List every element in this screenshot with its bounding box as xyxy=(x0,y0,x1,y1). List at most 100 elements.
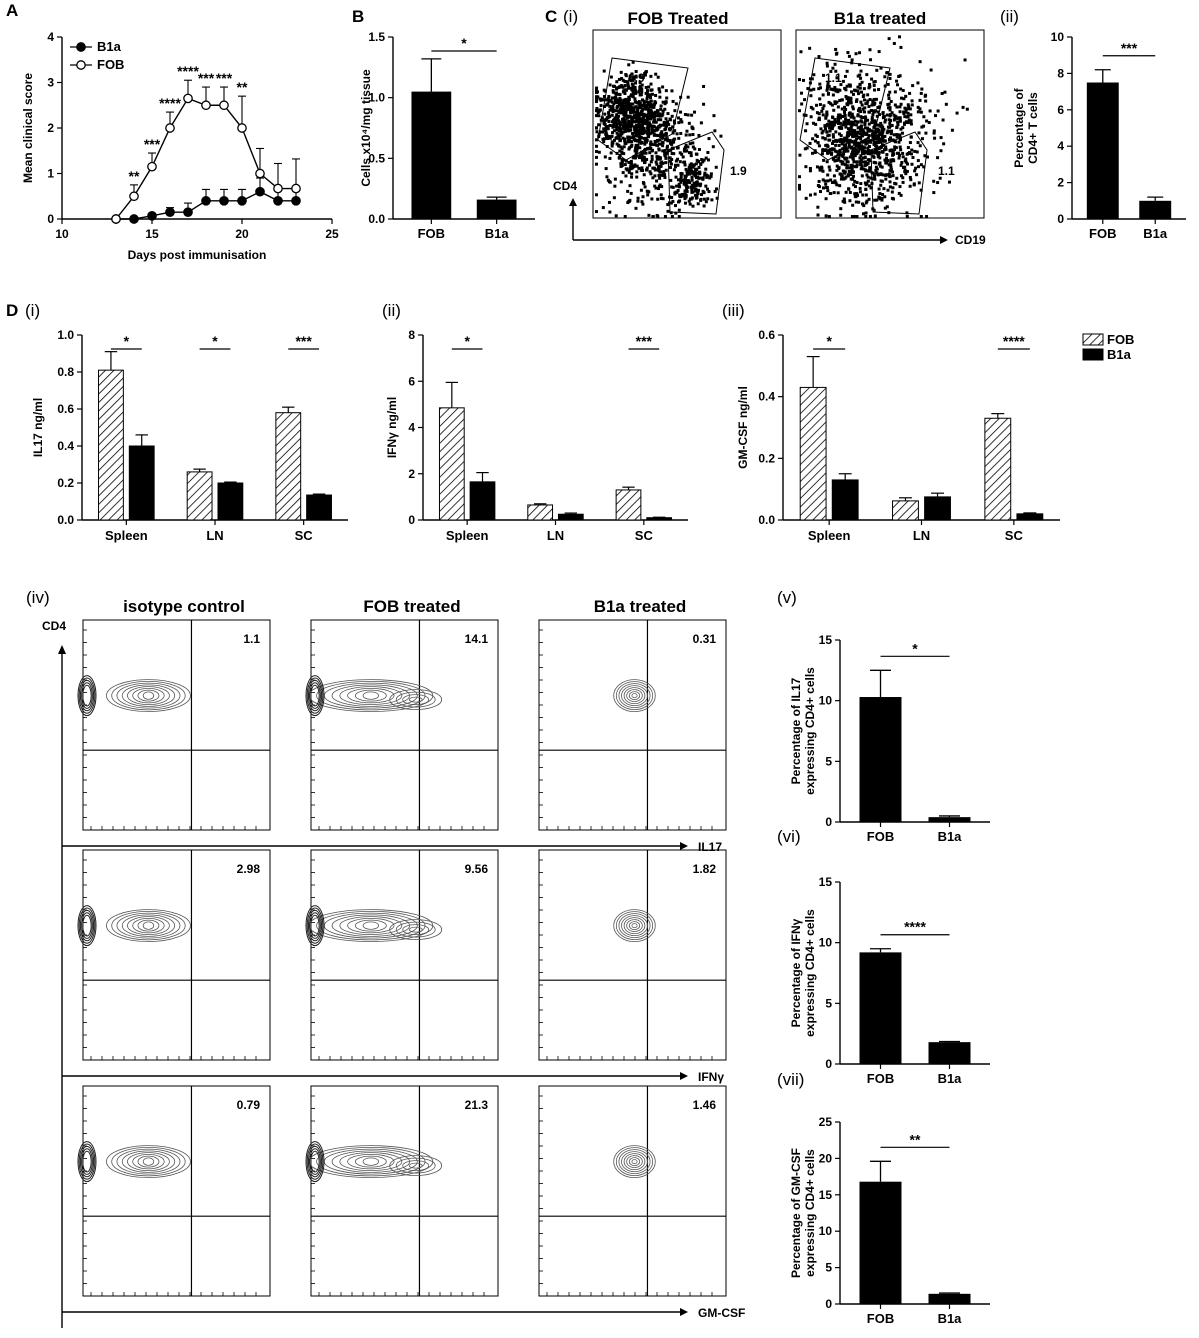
contour-line xyxy=(389,919,443,940)
quadrant-percent: 1.1 xyxy=(243,632,260,646)
event-dot xyxy=(640,90,644,94)
event-dot xyxy=(825,122,829,126)
event-dot xyxy=(706,150,710,154)
event-dot xyxy=(628,109,632,113)
gate-cd4-fob xyxy=(597,57,689,161)
event-dot xyxy=(831,135,835,139)
contour-line xyxy=(339,1152,403,1171)
event-dot xyxy=(619,84,623,88)
contour-plot-box xyxy=(82,619,271,831)
event-dot xyxy=(831,157,835,161)
edge-contour xyxy=(77,1141,97,1183)
event-dot xyxy=(657,173,661,177)
event-dot xyxy=(872,101,876,105)
event-dot xyxy=(655,157,659,161)
contour-line xyxy=(354,689,387,702)
contour-line xyxy=(116,912,181,939)
event-dot xyxy=(624,142,628,146)
event-dot xyxy=(856,74,860,78)
event-dot xyxy=(873,80,877,84)
event-dot xyxy=(684,195,688,199)
event-dot xyxy=(704,156,708,160)
y-tick-label: 1.0 xyxy=(57,328,74,342)
event-dot xyxy=(671,125,675,129)
event-dot xyxy=(857,200,861,204)
event-dot xyxy=(661,144,665,148)
edge-contour xyxy=(307,679,323,712)
event-dot xyxy=(923,94,927,98)
event-dot xyxy=(929,68,933,72)
event-dot xyxy=(645,121,649,125)
event-dot xyxy=(612,138,616,142)
event-dot xyxy=(664,132,668,136)
event-dot xyxy=(895,105,899,109)
event-dot xyxy=(639,135,643,139)
event-dot xyxy=(652,132,656,136)
event-dot xyxy=(702,158,706,162)
contour-line xyxy=(362,1157,379,1166)
contour-plot-box xyxy=(82,1085,271,1297)
event-dot xyxy=(609,99,613,103)
event-dot xyxy=(873,174,877,178)
event-dot xyxy=(674,102,678,106)
event-dot xyxy=(643,160,647,164)
event-dot xyxy=(927,121,931,125)
event-dot xyxy=(630,86,634,90)
data-point-b1a xyxy=(201,195,211,206)
event-dot xyxy=(631,102,635,106)
edge-contour xyxy=(310,914,320,937)
event-dot xyxy=(850,139,854,143)
bar-fob-ln xyxy=(892,500,919,521)
event-dot xyxy=(595,144,598,148)
event-dot xyxy=(846,140,850,144)
event-dot xyxy=(895,133,899,137)
event-dot xyxy=(815,103,819,107)
event-dot xyxy=(634,151,638,155)
event-dot xyxy=(916,81,920,85)
event-dot xyxy=(689,185,693,189)
event-dot xyxy=(897,191,901,195)
event-dot xyxy=(860,80,864,84)
event-dot xyxy=(624,73,628,77)
event-dot xyxy=(616,114,620,118)
significance-mark: **** xyxy=(177,63,199,79)
event-dot xyxy=(906,121,910,125)
event-dot xyxy=(677,136,681,140)
event-dot xyxy=(689,151,693,155)
event-dot xyxy=(898,145,902,149)
contour-line xyxy=(402,694,430,705)
y-tick-label: 0 xyxy=(1057,212,1064,226)
event-dot xyxy=(595,138,598,142)
event-dot xyxy=(609,75,613,79)
event-dot xyxy=(897,156,901,160)
event-dot xyxy=(812,87,816,91)
event-dot xyxy=(858,83,862,87)
event-dot xyxy=(922,165,926,169)
event-dot xyxy=(943,90,947,94)
event-dot xyxy=(600,116,604,120)
event-dot xyxy=(639,117,643,121)
event-dot xyxy=(613,177,617,181)
event-dot xyxy=(883,206,887,210)
event-dot xyxy=(657,157,661,161)
y-axis-label-line: CD4+ T cells xyxy=(1026,92,1040,164)
event-dot xyxy=(627,63,631,67)
event-dot xyxy=(628,115,632,119)
significance-mark: * xyxy=(826,333,832,349)
event-dot xyxy=(663,122,667,126)
event-dot xyxy=(908,141,912,145)
panel-label-c: C xyxy=(545,7,557,26)
event-dot xyxy=(615,122,619,126)
significance-mark: * xyxy=(912,640,918,656)
event-dot xyxy=(895,126,899,130)
event-dot xyxy=(908,184,912,188)
event-dot xyxy=(686,169,690,173)
event-dot xyxy=(834,47,838,51)
event-dot xyxy=(659,107,663,111)
event-dot xyxy=(891,150,895,154)
event-dot xyxy=(668,156,672,160)
event-dot xyxy=(621,78,625,82)
data-point-b1a xyxy=(129,214,139,224)
event-dot xyxy=(644,139,648,143)
event-dot xyxy=(813,139,817,143)
